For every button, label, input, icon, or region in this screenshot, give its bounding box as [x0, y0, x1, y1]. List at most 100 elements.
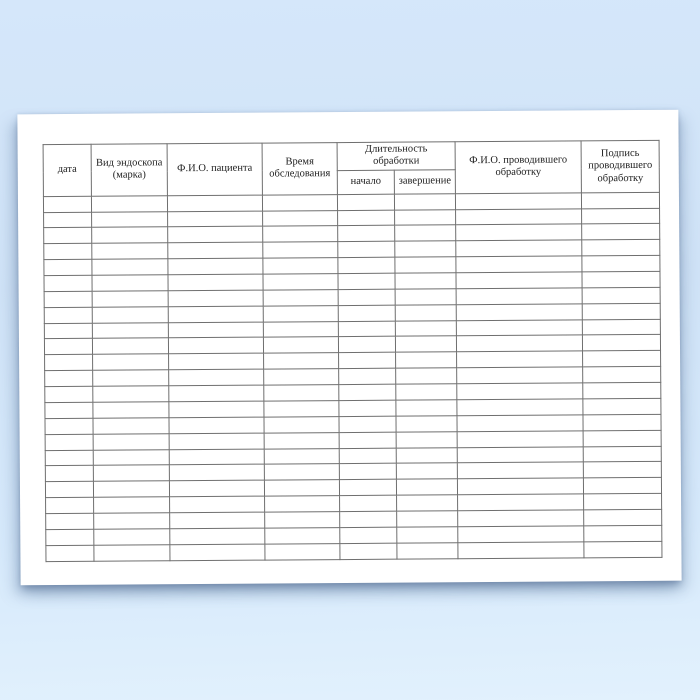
- table-cell-empty: [457, 541, 584, 559]
- table-cell-empty: [455, 256, 582, 273]
- table-cell-empty: [44, 402, 93, 419]
- table-cell-empty: [169, 527, 265, 545]
- table-cell-empty: [168, 401, 264, 418]
- table-cell-empty: [92, 417, 170, 434]
- table-body: [43, 192, 662, 562]
- table-cell-empty: [264, 527, 340, 544]
- table-cell-empty: [262, 241, 338, 259]
- table-cell-empty: [582, 334, 661, 352]
- table-cell-empty: [262, 257, 338, 275]
- table-cell-empty: [168, 321, 264, 339]
- table-cell-empty: [582, 287, 661, 304]
- table-cell-empty: [262, 194, 338, 211]
- table-cell-empty: [395, 399, 457, 416]
- table-cell-empty: [339, 526, 397, 544]
- table-cell-empty: [44, 322, 93, 340]
- table-cell-empty: [396, 526, 458, 543]
- table-cell-empty: [582, 303, 661, 320]
- table-cell-empty: [581, 192, 660, 209]
- table-cell-empty: [457, 509, 584, 527]
- col-header-exam-time: Время обследования: [262, 142, 338, 195]
- table-cell-empty: [262, 210, 338, 227]
- table-cell-empty: [263, 321, 339, 338]
- table-cell-empty: [338, 304, 396, 322]
- table-cell-empty: [92, 290, 169, 308]
- table-cell-empty: [169, 432, 265, 450]
- col-header-processing-duration: Длительность обработки: [337, 141, 456, 171]
- table-cell-empty: [45, 449, 94, 466]
- table-cell-empty: [337, 209, 395, 227]
- table-cell-empty: [582, 366, 661, 383]
- table-cell-empty: [337, 193, 395, 211]
- table-cell-empty: [456, 287, 583, 305]
- table-cell-empty: [583, 445, 662, 463]
- table-cell-empty: [457, 478, 584, 495]
- col-header-start: начало: [337, 169, 395, 195]
- table-cell-empty: [169, 496, 265, 513]
- table-cell-empty: [44, 354, 93, 371]
- table-cell-empty: [338, 384, 396, 401]
- table-cell-empty: [339, 511, 397, 528]
- table-cell-empty: [583, 525, 662, 542]
- table-cell-empty: [583, 493, 662, 510]
- table-cell-empty: [169, 448, 265, 466]
- table-cell-empty: [395, 367, 457, 385]
- table-cell-empty: [583, 477, 662, 494]
- table-cell-empty: [92, 338, 169, 355]
- table-cell-empty: [395, 288, 457, 305]
- table-cell-empty: [264, 448, 340, 465]
- table-cell-empty: [394, 225, 456, 242]
- table-cell-empty: [92, 322, 169, 339]
- table-cell-empty: [457, 430, 584, 448]
- table-cell-empty: [338, 352, 396, 369]
- table-cell-empty: [168, 353, 264, 370]
- table-cell-empty: [394, 193, 456, 210]
- col-header-patient-name: Ф.И.О. пациента: [167, 143, 263, 196]
- table-cell-empty: [44, 370, 93, 387]
- table-cell-empty: [43, 227, 92, 244]
- table-cell-empty: [168, 369, 264, 386]
- table-cell-empty: [44, 386, 93, 403]
- table-cell-empty: [581, 223, 660, 241]
- table-cell-empty: [167, 210, 263, 228]
- col-header-endoscope-type: Вид эндоскопа (марка): [91, 143, 168, 197]
- table-cell-empty: [396, 542, 458, 559]
- table-cell-empty: [456, 367, 583, 384]
- table-cell-empty: [582, 350, 661, 368]
- table-cell-empty: [337, 225, 395, 242]
- table-cell-empty: [583, 461, 662, 479]
- endoscope-processing-log-table: дата Вид эндоскопа (марка) Ф.И.О. пациен…: [42, 139, 663, 562]
- table-cell-empty: [45, 465, 94, 482]
- table-cell-empty: [93, 512, 170, 530]
- table-cell-empty: [339, 542, 397, 560]
- table-cell-empty: [44, 291, 93, 308]
- table-cell-empty: [396, 431, 458, 448]
- table-cell-empty: [394, 256, 456, 274]
- table-cell-empty: [395, 415, 458, 432]
- table-cell-empty: [262, 273, 339, 291]
- table-cell-empty: [263, 289, 339, 306]
- table-cell-empty: [396, 463, 458, 480]
- table-cell-empty: [396, 447, 458, 464]
- table-cell-empty: [169, 480, 265, 497]
- table-cell-empty: [168, 385, 264, 402]
- table-cell-empty: [264, 511, 340, 528]
- table-cell-empty: [264, 432, 340, 449]
- table-cell-empty: [455, 240, 582, 257]
- table-cell-empty: [337, 241, 395, 258]
- table-cell-empty: [44, 418, 94, 435]
- table-cell-empty: [92, 369, 169, 387]
- table-cell-empty: [395, 383, 457, 401]
- table-cell-empty: [339, 447, 397, 464]
- table-cell-empty: [395, 352, 457, 369]
- table-cell-empty: [169, 543, 265, 561]
- table-cell-empty: [264, 479, 340, 497]
- table-cell-empty: [45, 433, 94, 451]
- table-cell-empty: [455, 208, 582, 226]
- table-cell-empty: [92, 306, 169, 323]
- table-cell-empty: [43, 275, 93, 292]
- col-header-end: завершение: [394, 169, 456, 194]
- table-cell-empty: [581, 207, 660, 225]
- col-header-processor-name: Ф.И.О. проводившего обработку: [455, 140, 582, 194]
- table-cell-empty: [396, 478, 458, 496]
